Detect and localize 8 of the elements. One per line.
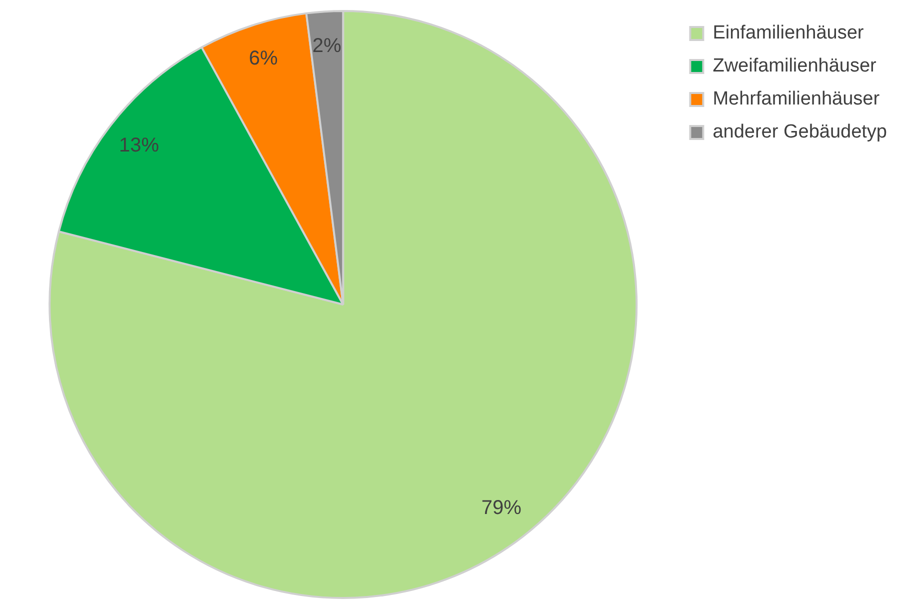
data-label: 13% (119, 134, 160, 157)
legend-label: Einfamilienhäuser (712, 22, 864, 44)
data-label: 2% (312, 35, 342, 58)
legend-label: Mehrfamilienhäuser (712, 88, 880, 110)
legend-label: Zweifamilienhäuser (712, 56, 878, 77)
data-label: 79% (481, 497, 522, 520)
data-label: 6% (248, 47, 278, 70)
legend-label: anderer Gebäudetyp (712, 122, 888, 143)
